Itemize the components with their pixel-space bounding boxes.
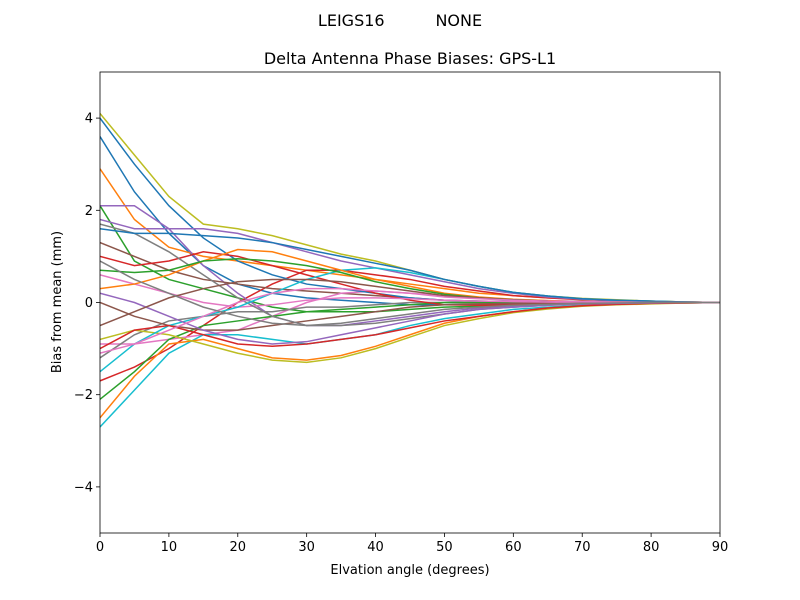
x-tick-label: 80 xyxy=(643,540,660,555)
y-tick-label: −2 xyxy=(74,388,93,403)
x-axis-label: Elvation angle (degrees) xyxy=(330,563,489,578)
chart-title: Delta Antenna Phase Biases: GPS-L1 xyxy=(264,49,556,68)
x-tick-label: 70 xyxy=(574,540,591,555)
series-line xyxy=(100,301,720,350)
axes-frame xyxy=(99,71,721,534)
x-tick-label: 60 xyxy=(505,540,522,555)
x-tick-label: 40 xyxy=(367,540,384,555)
y-tick-label: 0 xyxy=(85,296,93,311)
x-tick-label: 0 xyxy=(96,540,104,555)
series-line xyxy=(100,260,720,327)
x-tick-label: 30 xyxy=(298,540,315,555)
x-tick-label: 10 xyxy=(161,540,178,555)
series-line xyxy=(100,287,720,354)
x-tick-label: 50 xyxy=(436,540,453,555)
plot-area xyxy=(100,113,720,428)
y-axis-label: Bias from mean (mm) xyxy=(50,231,65,373)
y-tick-label: 2 xyxy=(85,204,93,219)
series-line xyxy=(100,227,720,304)
y-tick-label: 4 xyxy=(85,112,93,127)
x-tick-label: 20 xyxy=(230,540,247,555)
x-tick-label: 90 xyxy=(712,540,729,555)
y-tick-label: −4 xyxy=(74,480,93,495)
suptitle: LEIGS16 NONE xyxy=(318,11,482,30)
